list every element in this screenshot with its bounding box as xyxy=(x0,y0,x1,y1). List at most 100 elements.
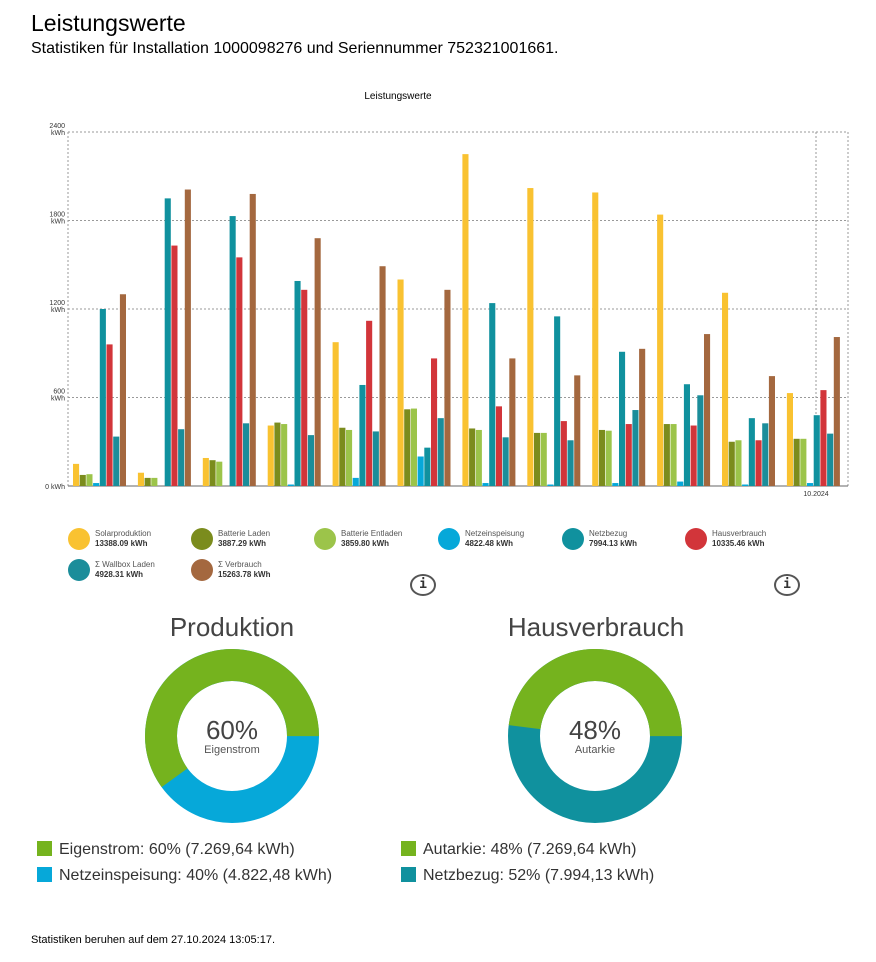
info-icon[interactable]: i xyxy=(774,574,800,596)
consumption-kpi-autarkie: Autarkie: 48% (7.269,64 kWh) xyxy=(401,841,636,859)
legend-dot xyxy=(68,559,90,581)
consumption-donut xyxy=(507,649,682,823)
bar-3-3 xyxy=(216,461,223,486)
info-icon[interactable]: i xyxy=(410,574,436,596)
legend-dot xyxy=(68,528,90,550)
legend-value: 7994.13 kWh xyxy=(589,539,638,548)
bar-5-11 xyxy=(748,418,755,486)
production-title: Produktion xyxy=(169,612,295,642)
bar-6-9 xyxy=(625,424,632,486)
legend-value: 4928.31 kWh xyxy=(95,570,144,579)
bar-3-11 xyxy=(735,440,742,486)
bar-3-10 xyxy=(670,424,677,486)
bar-5-4 xyxy=(294,280,301,486)
consumption-center-label: Autarkie xyxy=(574,744,616,756)
bar-7-5 xyxy=(372,431,379,486)
bar-7-6 xyxy=(437,418,444,486)
bar-8-12 xyxy=(833,337,840,486)
y-tick-label: 2400 kWh xyxy=(49,123,65,137)
page-subtitle: Statistiken für Installation 1000098276 … xyxy=(31,40,559,57)
bar-3-5 xyxy=(346,429,353,486)
bar-4-1 xyxy=(93,483,100,486)
bar-6-8 xyxy=(560,421,567,486)
bar-3-9 xyxy=(605,430,612,486)
y-tick-label: 600 kWh xyxy=(51,389,65,403)
bar-8-4 xyxy=(314,238,321,486)
bar-5-12 xyxy=(813,415,820,486)
bar-2-7 xyxy=(469,428,476,486)
bar-5-2 xyxy=(164,198,171,486)
bar-2-12 xyxy=(793,438,800,486)
bar-5-9 xyxy=(619,351,626,486)
bar-3-2 xyxy=(151,477,158,486)
bar-6-4 xyxy=(301,289,308,486)
legend-value: 10335.46 kWh xyxy=(712,539,765,548)
bar-1-11 xyxy=(722,292,729,486)
donut-segment-green xyxy=(144,649,319,824)
bar-6-6 xyxy=(431,358,438,486)
bar-4-12 xyxy=(807,483,814,486)
bar-4-6 xyxy=(417,456,424,486)
legend-item-verbrauch[interactable]: Σ Verbrauch 15263.78 kWh xyxy=(191,558,315,584)
bar-6-10 xyxy=(690,425,697,486)
bar-6-12 xyxy=(820,390,827,486)
bar-1-12 xyxy=(786,393,793,486)
legend-item-wallbox-laden[interactable]: Σ Wallbox Laden 4928.31 kWh xyxy=(68,558,192,584)
kpi-text: Eigenstrom: 60% (7.269,64 kWh) xyxy=(59,841,295,858)
bar-1-6 xyxy=(397,279,404,486)
legend-item-solarproduktion[interactable]: Solarproduktion 13388.09 kWh xyxy=(68,527,192,553)
bar-7-10 xyxy=(697,395,704,486)
footer-timestamp: Statistiken beruhen auf dem 27.10.2024 1… xyxy=(31,934,276,946)
legend-name: Solarproduktion xyxy=(95,529,152,538)
bar-1-2 xyxy=(137,472,144,486)
bar-7-3 xyxy=(243,423,250,486)
legend-name: Hausverbrauch xyxy=(712,529,767,538)
legend-item-batterie-laden[interactable]: Batterie Laden 3887.29 kWh xyxy=(191,527,315,553)
bar-6-11 xyxy=(755,440,762,486)
consumption-percent: 48% xyxy=(568,715,622,745)
bar-6-2 xyxy=(171,245,178,486)
bar-1-7 xyxy=(462,154,469,486)
kpi-swatch xyxy=(37,841,52,856)
consumption-kpi-netzbezug: Netzbezug: 52% (7.994,13 kWh) xyxy=(401,867,654,885)
legend-name: Batterie Laden xyxy=(218,529,271,538)
legend-item-netzeinspeisung[interactable]: Netzeinspeisung 4822.48 kWh xyxy=(438,527,562,553)
bar-5-10 xyxy=(683,384,690,486)
bar-8-9 xyxy=(639,348,646,486)
kpi-swatch xyxy=(401,867,416,882)
legend-dot xyxy=(314,528,336,550)
bar-4-4 xyxy=(287,484,294,486)
legend-item-batterie-entladen[interactable]: Batterie Entladen 3859.80 kWh xyxy=(314,527,438,553)
bar-3-1 xyxy=(86,474,93,486)
legend-name: Batterie Entladen xyxy=(341,529,403,538)
bar-4-11 xyxy=(742,484,749,486)
page-title: Leistungswerte xyxy=(31,10,186,36)
bar-2-11 xyxy=(728,441,735,486)
bar-7-11 xyxy=(762,423,769,486)
legend-item-hausverbrauch[interactable]: Hausverbrauch 10335.46 kWh xyxy=(685,527,809,553)
bar-7-12 xyxy=(827,433,834,486)
bar-5-8 xyxy=(554,316,561,486)
consumption-title: Hausverbrauch xyxy=(507,612,685,642)
bar-4-10 xyxy=(677,481,684,486)
bar-2-2 xyxy=(144,477,151,486)
bar-2-6 xyxy=(404,409,411,486)
bar-4-9 xyxy=(612,483,619,486)
bar-6-7 xyxy=(495,406,502,486)
bar-3-7 xyxy=(475,429,482,486)
bar-4-8 xyxy=(547,484,554,486)
bar-1-1 xyxy=(73,463,80,486)
y-tick-label: 1200 kWh xyxy=(49,300,65,314)
bar-7-7 xyxy=(502,437,509,486)
legend-value: 3859.80 kWh xyxy=(341,539,390,548)
production-donut xyxy=(144,649,319,824)
bar-2-8 xyxy=(534,432,541,486)
bar-8-7 xyxy=(509,358,516,486)
kpi-swatch xyxy=(401,841,416,856)
bar-1-10 xyxy=(657,214,664,486)
bar-2-9 xyxy=(598,429,605,486)
bar-8-8 xyxy=(574,375,581,486)
bar-chart: 0 kWh 600 kWh 1200 kWh 1800 kWh 2400 kWh 10.2024 xyxy=(45,123,849,498)
donut-hole xyxy=(541,682,649,790)
legend-item-netzbezug[interactable]: Netzbezug 7994.13 kWh xyxy=(562,527,686,553)
